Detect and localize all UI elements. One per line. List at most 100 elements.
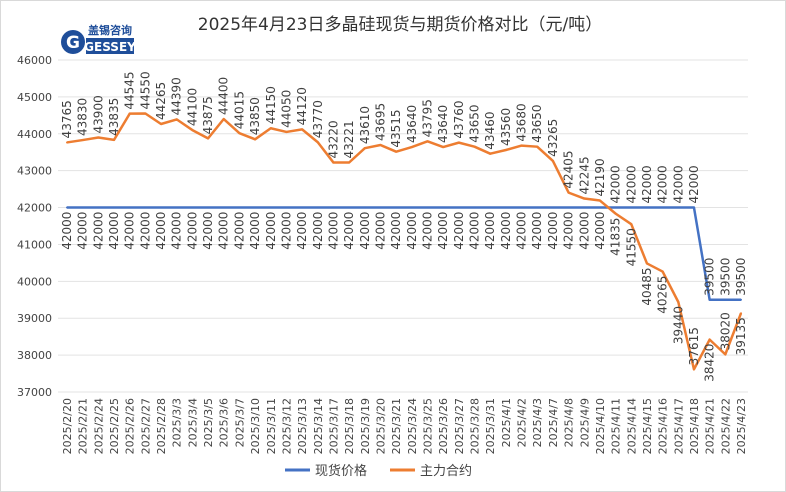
x-tick-label: 2025/4/16 bbox=[657, 398, 670, 454]
data-point bbox=[708, 298, 711, 301]
data-point bbox=[175, 118, 178, 121]
data-label-spot: 42000 bbox=[342, 212, 356, 250]
data-label-spot: 42000 bbox=[405, 212, 419, 250]
data-label-spot: 42000 bbox=[546, 212, 560, 250]
data-label-futures: 43640 bbox=[405, 105, 419, 143]
x-tick-label: 2025/4/8 bbox=[563, 398, 576, 447]
data-point bbox=[395, 206, 398, 209]
data-point bbox=[598, 206, 601, 209]
data-point bbox=[410, 206, 413, 209]
x-tick-label: 2025/3/25 bbox=[422, 398, 435, 454]
x-tick-label: 2025/3/7 bbox=[233, 398, 246, 447]
x-tick-label: 2025/3/18 bbox=[343, 398, 356, 454]
data-point bbox=[97, 206, 100, 209]
data-point bbox=[254, 206, 257, 209]
x-tick-label: 2025/3/21 bbox=[390, 398, 403, 454]
x-tick-label: 2025/3/31 bbox=[484, 398, 497, 454]
data-label-futures: 44550 bbox=[138, 71, 152, 109]
data-point bbox=[457, 206, 460, 209]
data-point bbox=[363, 206, 366, 209]
x-tick-label: 2025/3/10 bbox=[249, 398, 262, 454]
data-label-futures: 43695 bbox=[373, 103, 387, 141]
data-point bbox=[175, 206, 178, 209]
data-label-futures: 43900 bbox=[91, 95, 105, 133]
x-tick-label: 2025/4/11 bbox=[610, 398, 623, 454]
x-tick-label: 2025/3/5 bbox=[202, 398, 215, 447]
data-label-spot: 42000 bbox=[264, 212, 278, 250]
y-tick-label: 38000 bbox=[17, 349, 52, 362]
data-label-futures: 44050 bbox=[279, 90, 293, 128]
data-label-spot: 42000 bbox=[311, 212, 325, 250]
data-point bbox=[645, 206, 648, 209]
data-label-spot: 42000 bbox=[640, 165, 654, 203]
y-tick-label: 43000 bbox=[17, 165, 52, 178]
x-tick-label: 2025/4/21 bbox=[704, 398, 717, 454]
data-label-futures: 44120 bbox=[295, 87, 309, 125]
data-point bbox=[661, 270, 664, 273]
data-label-futures: 41835 bbox=[609, 218, 623, 256]
data-point bbox=[238, 132, 241, 135]
x-tick-label: 2025/3/13 bbox=[296, 398, 309, 454]
data-point bbox=[489, 206, 492, 209]
data-point bbox=[536, 145, 539, 148]
legend-label-futures: 主力合约 bbox=[420, 464, 472, 479]
data-label-spot: 42000 bbox=[436, 212, 450, 250]
data-label-futures: 43265 bbox=[546, 119, 560, 157]
data-label-futures: 40265 bbox=[656, 276, 670, 314]
x-tick-label: 2025/3/20 bbox=[374, 398, 387, 454]
data-label-futures: 42405 bbox=[562, 150, 576, 188]
data-point bbox=[348, 206, 351, 209]
data-point bbox=[740, 298, 742, 301]
data-point bbox=[567, 191, 570, 194]
x-tick-label: 2025/2/24 bbox=[92, 398, 105, 454]
data-label-spot: 42000 bbox=[624, 165, 638, 203]
data-point bbox=[410, 146, 413, 149]
data-point bbox=[269, 206, 272, 209]
data-label-spot: 42000 bbox=[499, 212, 513, 250]
data-point bbox=[489, 152, 492, 155]
x-tick-label: 2025/4/10 bbox=[594, 398, 607, 454]
data-label-futures: 43515 bbox=[389, 109, 403, 147]
data-point bbox=[724, 298, 727, 301]
data-point bbox=[222, 206, 225, 209]
data-label-spot: 42000 bbox=[201, 212, 215, 250]
data-point bbox=[379, 206, 382, 209]
data-label-futures: 42245 bbox=[577, 156, 591, 194]
data-label-spot: 42000 bbox=[656, 165, 670, 203]
y-tick-label: 46000 bbox=[17, 54, 52, 67]
data-label-futures: 37615 bbox=[687, 327, 701, 365]
data-point bbox=[598, 199, 601, 202]
data-label-spot: 42000 bbox=[76, 212, 90, 250]
legend-label-spot: 现货价格 bbox=[315, 463, 367, 479]
data-point bbox=[379, 144, 382, 147]
x-tick-label: 2025/3/11 bbox=[265, 398, 278, 454]
data-point bbox=[113, 138, 116, 141]
data-point bbox=[692, 368, 695, 371]
data-point bbox=[332, 161, 335, 164]
data-point bbox=[426, 140, 429, 143]
data-point bbox=[238, 206, 241, 209]
data-point bbox=[332, 206, 335, 209]
data-label-futures: 43610 bbox=[358, 106, 372, 144]
svg-text:盖锡咨询: 盖锡咨询 bbox=[88, 23, 132, 37]
data-point bbox=[504, 149, 507, 152]
x-tick-label: 2025/3/12 bbox=[280, 398, 293, 454]
data-label-spot: 42000 bbox=[295, 212, 309, 250]
x-tick-label: 2025/4/3 bbox=[531, 398, 544, 447]
x-tick-label: 2025/4/22 bbox=[719, 398, 732, 454]
data-label-spot: 42000 bbox=[154, 212, 168, 250]
data-label-spot: 42000 bbox=[687, 165, 701, 203]
data-label-spot: 42000 bbox=[515, 212, 529, 250]
data-label-spot: 42000 bbox=[107, 212, 121, 250]
data-label-spot: 42000 bbox=[358, 212, 372, 250]
data-point bbox=[395, 150, 398, 153]
x-tick-label: 2025/4/15 bbox=[641, 398, 654, 454]
y-tick-label: 42000 bbox=[17, 202, 52, 215]
data-label-spot: 42000 bbox=[421, 212, 435, 250]
data-label-spot: 42000 bbox=[609, 165, 623, 203]
data-point bbox=[144, 112, 147, 115]
data-point bbox=[81, 206, 84, 209]
data-label-spot: 42000 bbox=[468, 212, 482, 250]
data-label-spot: 42000 bbox=[562, 212, 576, 250]
data-point bbox=[551, 206, 554, 209]
